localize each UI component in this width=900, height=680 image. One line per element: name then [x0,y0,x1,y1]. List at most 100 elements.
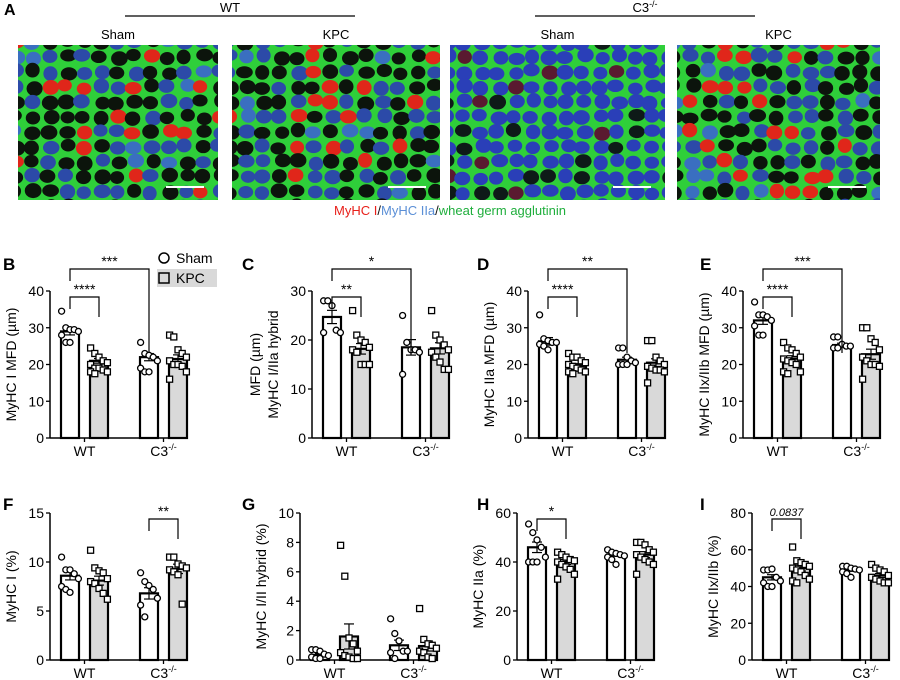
muscle-fiber [685,185,700,199]
muscle-fiber [339,110,357,124]
muscle-fiber [426,95,440,111]
image-label: KPC [765,27,792,42]
muscle-fiber [194,168,211,184]
muscle-fiber [644,187,660,200]
muscle-fiber [161,156,178,169]
muscle-fiber [559,186,576,200]
muscle-fiber [835,155,853,169]
significance-bracket [762,268,843,353]
muscle-fiber [628,184,645,200]
muscle-fiber [607,108,624,123]
muscle-fiber [597,198,608,200]
muscle-fiber [232,169,239,182]
y-tick-label: 20 [495,603,511,619]
muscle-fiber [733,66,751,82]
data-point-kpc [632,570,641,578]
muscle-fiber [162,67,178,81]
y-axis-label: MyHC I (%) [3,550,19,622]
muscle-fiber [18,96,25,110]
muscle-fiber [93,78,110,94]
muscle-fiber [659,63,665,77]
significance-label: *** [794,253,811,269]
muscle-fiber [869,153,880,169]
muscle-fiber [609,124,624,139]
muscle-fiber [702,125,718,140]
muscle-fiber [40,125,58,140]
muscle-fiber [322,64,339,79]
muscle-fiber [752,94,768,109]
data-point-kpc [649,560,658,569]
y-axis-label: MyHC I/IIa hybrid [265,310,281,418]
data-point-sham [620,552,629,560]
muscle-fiber [661,186,665,199]
data-point-kpc [884,571,893,580]
muscle-fiber [215,199,218,200]
muscle-fiber [491,154,509,168]
muscle-fiber [180,169,196,182]
muscle-fiber [594,126,611,141]
muscle-fiber [558,168,573,184]
muscle-fiber [274,202,289,215]
significance-bracket [771,518,802,539]
muscle-fiber [736,45,749,49]
muscle-fiber [627,170,645,185]
muscle-fiber [658,82,665,94]
x-tick-label: C3-/- [617,664,643,680]
significance-label: **** [552,281,574,297]
muscle-fiber [855,125,873,140]
y-tick-label: 10 [28,554,44,570]
x-tick-label-sup: -/- [168,442,177,452]
muscle-fiber [339,64,354,77]
muscle-fiber [506,110,521,124]
muscle-fiber [391,52,406,65]
muscle-fiber [304,126,321,139]
muscle-fiber [625,66,641,80]
muscle-fiber [872,124,880,139]
muscle-fiber [717,45,733,51]
muscle-fiber [92,201,108,215]
muscle-fiber [389,81,405,95]
muscle-fiber [73,48,91,62]
data-point-sham [145,368,153,376]
micrograph-1 [18,45,218,215]
data-point-kpc [170,333,178,341]
muscle-fiber [608,171,624,186]
muscle-fiber [685,140,703,154]
muscle-fiber [193,185,208,199]
muscle-fiber [142,96,159,110]
x-tick-label-text: C3 [150,443,168,459]
x-tick-label: WT [552,443,574,459]
muscle-fiber [522,154,538,169]
muscle-fiber [304,81,320,95]
muscle-fiber [18,45,24,49]
muscle-fiber [472,126,488,140]
muscle-fiber [718,139,735,152]
muscle-fiber [238,202,253,214]
muscle-fiber [376,198,387,200]
muscle-fiber [751,138,767,153]
significance-bracket [69,268,150,353]
muscle-fiber [455,187,470,200]
panel-letter: A [4,2,16,19]
muscle-fiber [774,199,781,200]
data-point-sham [74,327,83,336]
group-header-label: C3 [632,0,649,15]
muscle-fiber [685,63,701,78]
muscle-fiber [787,45,801,49]
data-point-kpc [858,353,867,361]
muscle-fiber [359,168,375,183]
data-point-kpc [788,346,796,354]
muscle-fiber [339,169,355,183]
muscle-fiber [42,49,58,63]
muscle-fiber [239,49,254,64]
muscle-fiber [643,200,657,213]
data-point-kpc [432,644,441,652]
muscle-fiber [456,78,473,94]
muscle-fiber [489,94,507,110]
muscle-fiber [238,185,254,199]
x-tick-label-text: WT [324,665,346,680]
muscle-fiber [428,45,440,48]
muscle-fiber [109,171,125,184]
muscle-fiber [540,50,558,66]
